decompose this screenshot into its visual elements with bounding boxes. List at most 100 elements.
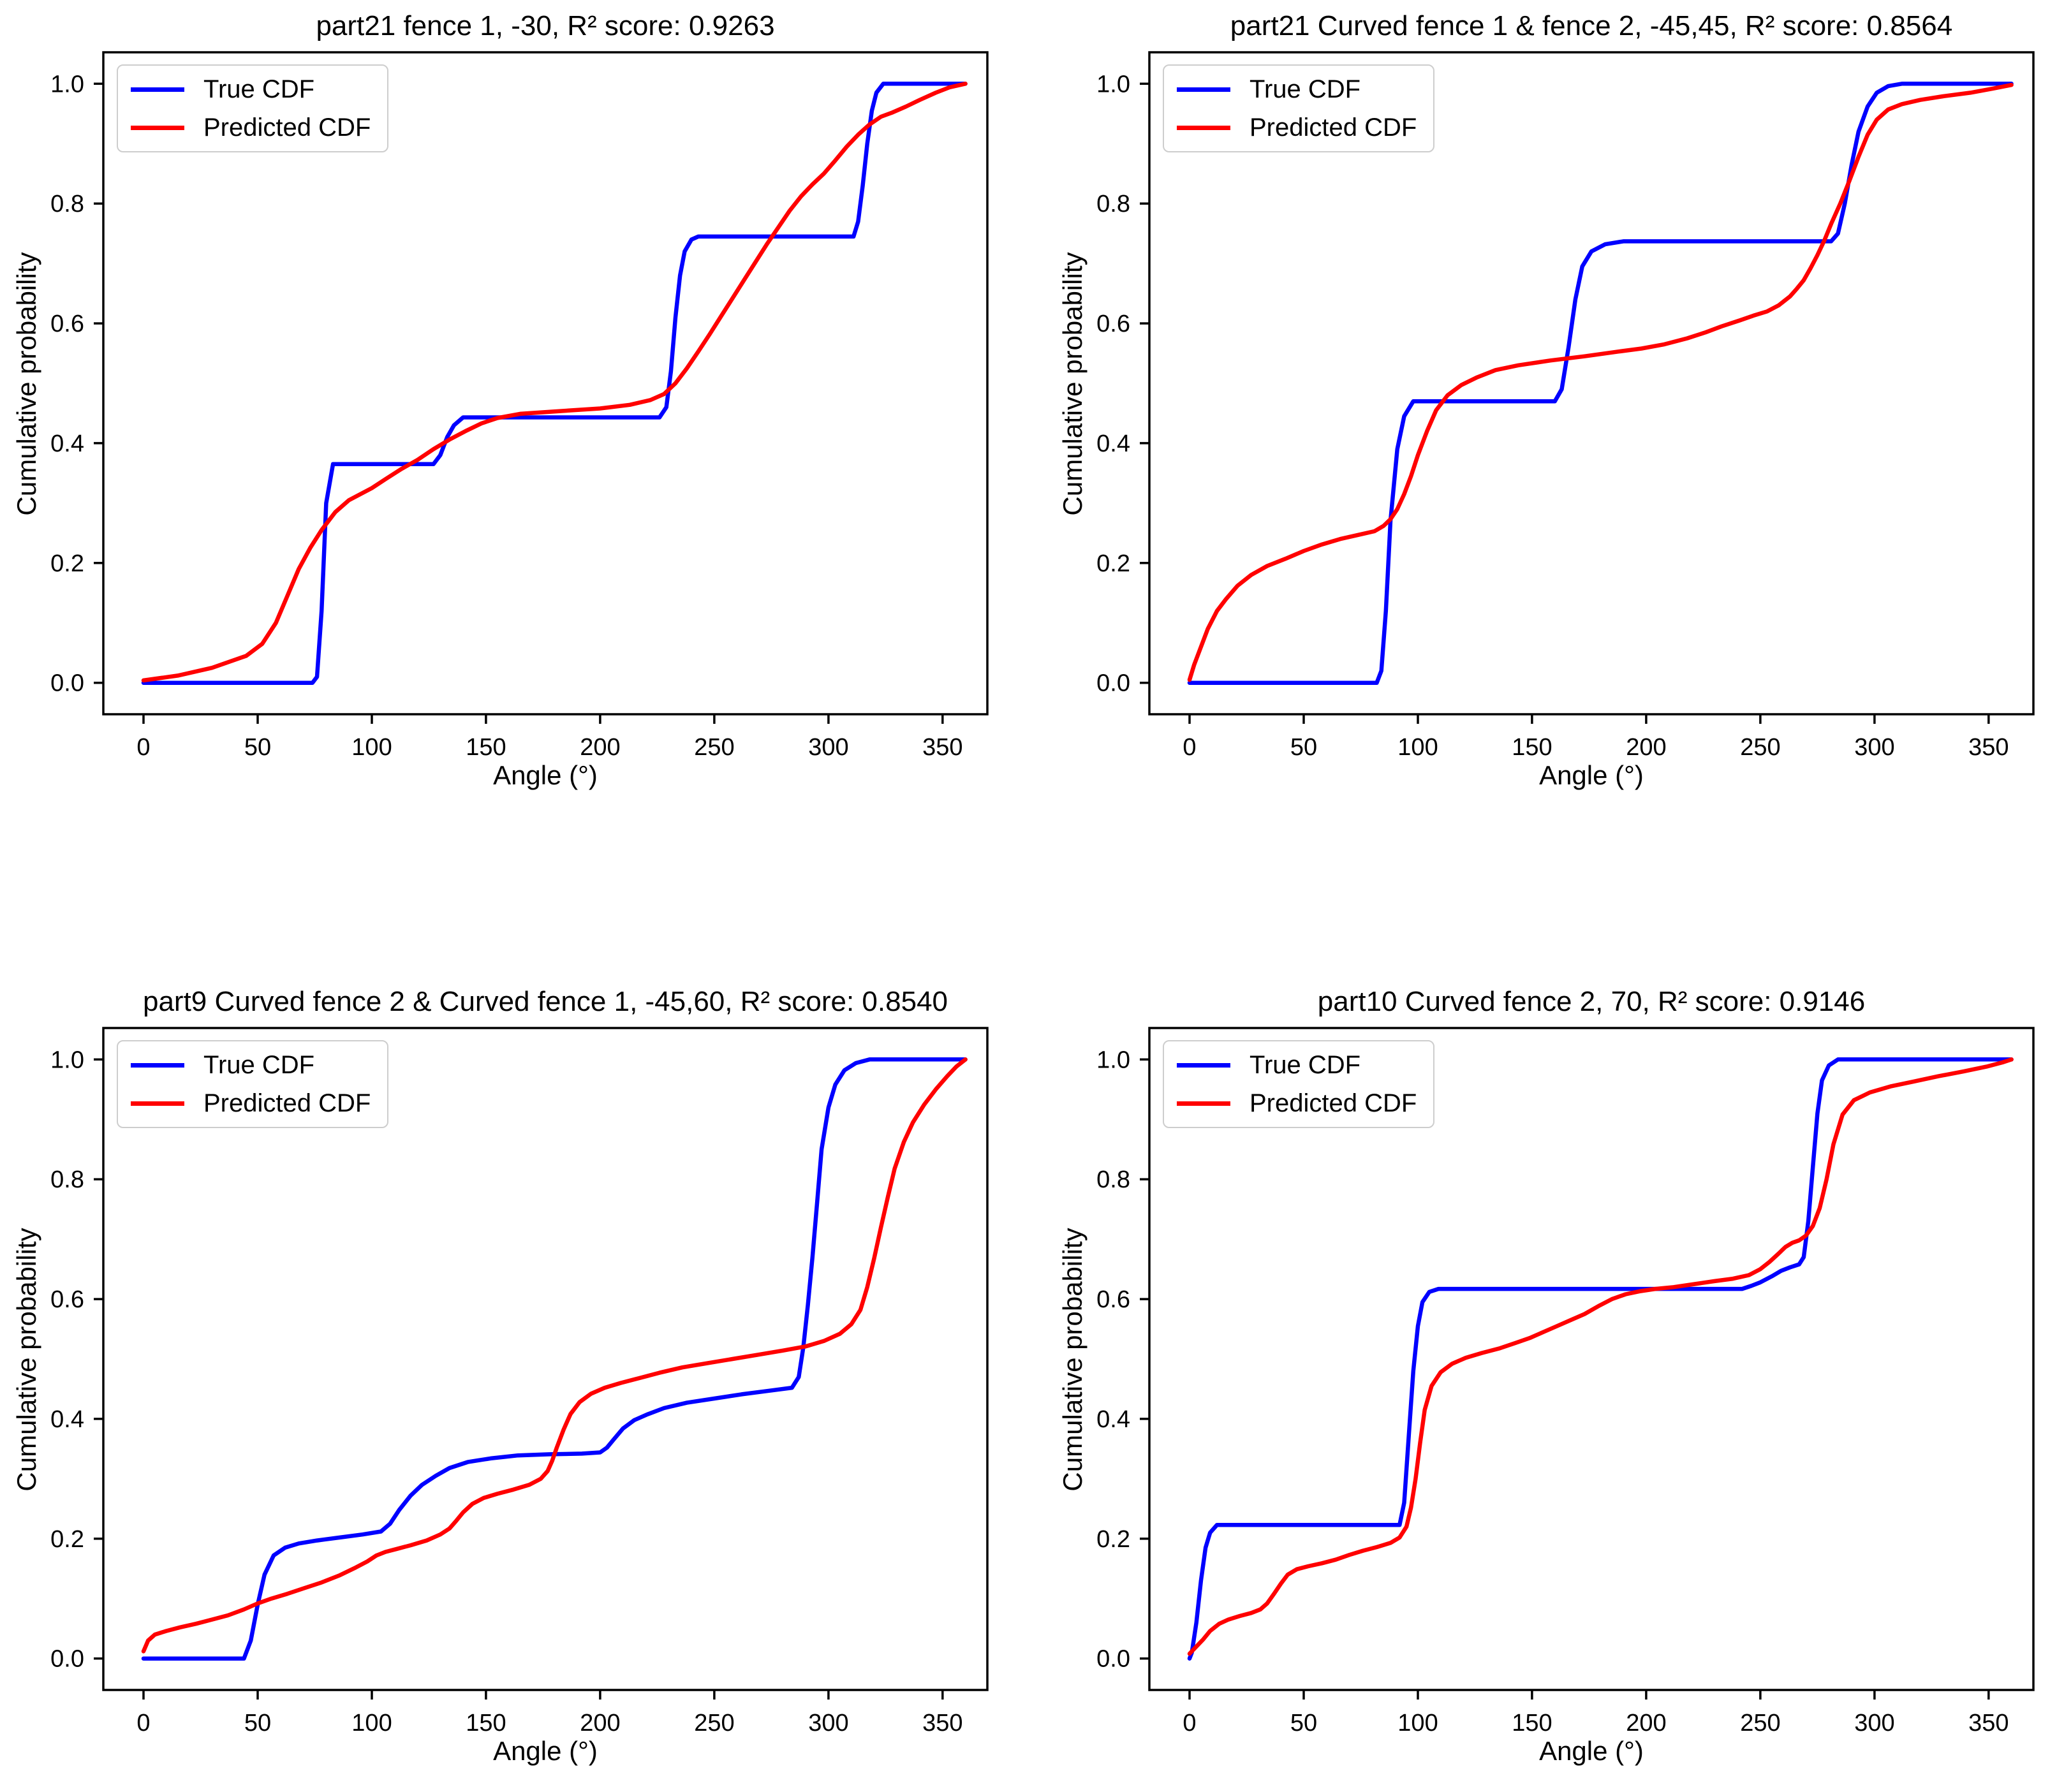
axes-frame: [102, 1027, 989, 1691]
predicted-cdf-line-swatch: [1177, 125, 1230, 130]
chart-title: part10 Curved fence 2, 70, R² score: 0.9…: [1317, 986, 1866, 1017]
axes-ticks: 0 50 100 150 200 250 300 350 0.0 0.2 0.4 0.6 0.8 1.0: [50, 1047, 962, 1737]
x-tick-label: 350: [1968, 1710, 2009, 1737]
predicted-cdf-curve: [1187, 1057, 2014, 1656]
y-axis-label: Cumulative probability: [1058, 1228, 1087, 1492]
y-tick-label: 0.8: [1096, 191, 1130, 217]
y-tick-label: 0.6: [50, 311, 84, 337]
y-tick-label: 0.4: [1096, 1406, 1130, 1433]
legend-label-predicted-cdf: Predicted CDF: [1250, 1089, 1417, 1117]
axes-ticks: 0 50 100 150 200 250 300 350 0.0 0.2 0.4 0.6 0.8 1.0: [50, 71, 962, 761]
x-axis-label: Angle (°): [1539, 760, 1644, 790]
x-axis-label: Angle (°): [493, 760, 598, 790]
y-axis-label: Cumulative probability: [11, 252, 41, 516]
legend-box: True CDF Predicted CDF: [1163, 1040, 1435, 1128]
legend-box: True CDF Predicted CDF: [1163, 64, 1435, 152]
x-tick-label: 300: [808, 1710, 848, 1737]
legend-label-true-cdf: True CDF: [203, 75, 315, 103]
chart-title: part21 fence 1, -30, R² score: 0.9263: [316, 10, 775, 41]
y-tick-label: 1.0: [50, 1047, 84, 1073]
x-tick-label: 300: [1854, 1710, 1894, 1737]
x-tick-label: 350: [922, 1710, 962, 1737]
x-tick-label: 250: [1740, 1710, 1780, 1737]
x-tick-label: 350: [1968, 734, 2009, 761]
legend-item-predicted-cdf: Predicted CDF: [131, 112, 371, 143]
x-tick-label: 300: [1854, 734, 1894, 761]
x-axis-label: Angle (°): [1539, 1736, 1644, 1766]
subplot-bottom-right: 0 50 100 150 200 250 300 350 0.0 0.2 0.4 0.6 0.8 1.0 …: [1046, 976, 2057, 1792]
y-axis-label: Cumulative probability: [1058, 252, 1087, 516]
y-tick-label: 0.4: [1096, 430, 1130, 457]
y-tick-label: 0.6: [50, 1286, 84, 1313]
y-tick-label: 0.6: [1096, 311, 1130, 337]
x-tick-label: 200: [580, 734, 620, 761]
x-tick-label: 150: [466, 1710, 506, 1737]
x-tick-label: 100: [1397, 1710, 1438, 1737]
axes-frame: [1148, 1027, 2035, 1691]
legend-box: True CDF Predicted CDF: [117, 1040, 389, 1128]
legend-label-predicted-cdf: Predicted CDF: [203, 113, 371, 142]
x-tick-label: 250: [694, 1710, 734, 1737]
true-cdf-line-swatch: [1177, 87, 1230, 92]
chart-title: part21 Curved fence 1 & fence 2, -45,45,…: [1230, 10, 1953, 41]
x-tick-label: 50: [244, 734, 271, 761]
x-tick-label: 150: [1512, 1710, 1552, 1737]
legend-label-predicted-cdf: Predicted CDF: [1250, 113, 1417, 142]
x-tick-label: 0: [136, 734, 150, 761]
predicted-cdf-line-swatch: [1177, 1101, 1230, 1106]
y-tick-label: 1.0: [1096, 71, 1130, 98]
y-tick-label: 0.2: [1096, 550, 1130, 577]
legend-item-true-cdf: True CDF: [1177, 1049, 1417, 1081]
axes-ticks: 0 50 100 150 200 250 300 350 0.0 0.2 0.4 0.6 0.8 1.0: [1096, 71, 2009, 761]
y-tick-label: 0.0: [50, 1646, 84, 1673]
x-tick-label: 0: [1183, 734, 1196, 761]
true-cdf-curve: [1187, 82, 2014, 685]
legend-item-true-cdf: True CDF: [1177, 73, 1417, 105]
legend-label-true-cdf: True CDF: [1250, 75, 1361, 103]
legend-item-predicted-cdf: Predicted CDF: [131, 1087, 371, 1119]
y-axis-label: Cumulative probability: [11, 1228, 41, 1492]
x-axis-label: Angle (°): [493, 1736, 598, 1766]
y-tick-label: 0.4: [50, 430, 84, 457]
legend-item-true-cdf: True CDF: [131, 1049, 371, 1081]
y-tick-label: 0.0: [50, 670, 84, 697]
true-cdf-line-swatch: [131, 87, 184, 92]
y-tick-label: 0.0: [1096, 670, 1130, 697]
axes-ticks: 0 50 100 150 200 250 300 350 0.0 0.2 0.4 0.6 0.8 1.0: [1096, 1047, 2009, 1737]
x-tick-label: 50: [1290, 1710, 1317, 1737]
true-cdf-curve: [141, 1057, 968, 1661]
x-tick-label: 0: [136, 1710, 150, 1737]
subplot-top-left: 0 50 100 150 200 250 300 350 0.0 0.2 0.4 0.6 0.8 1.0 …: [0, 0, 1011, 816]
y-tick-label: 0.6: [1096, 1286, 1130, 1313]
x-tick-label: 50: [244, 1710, 271, 1737]
plot-area-top-right: 0 50 100 150 200 250 300 350 0.0 0.2 0.4 0.6 0.8 1.0: [1096, 51, 2035, 761]
predicted-cdf-curve: [141, 1057, 968, 1654]
legend-box: True CDF Predicted CDF: [117, 64, 389, 152]
y-tick-label: 1.0: [50, 71, 84, 98]
y-tick-label: 0.8: [1096, 1166, 1130, 1193]
legend-label-true-cdf: True CDF: [1250, 1050, 1361, 1079]
x-tick-label: 100: [351, 734, 392, 761]
legend-item-true-cdf: True CDF: [131, 73, 371, 105]
axes-frame: [1148, 51, 2035, 716]
chart-title: part9 Curved fence 2 & Curved fence 1, -…: [142, 986, 948, 1017]
x-tick-label: 100: [351, 1710, 392, 1737]
x-tick-label: 150: [1512, 734, 1552, 761]
x-tick-label: 50: [1290, 734, 1317, 761]
subplot-top-right: 0 50 100 150 200 250 300 350 0.0 0.2 0.4 0.6 0.8 1.0 …: [1046, 0, 2057, 816]
true-cdf-line-swatch: [1177, 1062, 1230, 1068]
y-tick-label: 0.0: [1096, 1646, 1130, 1673]
x-tick-label: 150: [466, 734, 506, 761]
x-tick-label: 300: [808, 734, 848, 761]
predicted-cdf-curve: [1187, 82, 2014, 682]
true-cdf-curve: [1187, 1057, 2014, 1661]
x-tick-label: 0: [1183, 1710, 1196, 1737]
axes-frame: [102, 51, 989, 716]
plot-area-bottom-left: 0 50 100 150 200 250 300 350 0.0 0.2 0.4 0.6 0.8 1.0: [50, 1027, 989, 1737]
x-tick-label: 200: [580, 1710, 620, 1737]
x-tick-label: 200: [1626, 1710, 1666, 1737]
legend-label-true-cdf: True CDF: [203, 1050, 315, 1079]
y-tick-label: 0.2: [50, 1526, 84, 1553]
y-tick-label: 0.4: [50, 1406, 84, 1433]
